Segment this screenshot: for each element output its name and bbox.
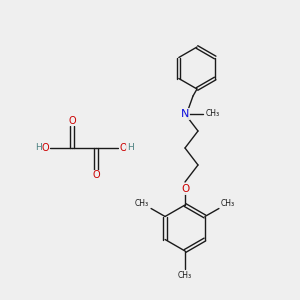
Text: O: O	[119, 143, 127, 153]
Text: CH₃: CH₃	[206, 109, 220, 118]
Text: CH₃: CH₃	[135, 199, 149, 208]
Text: O: O	[68, 116, 76, 126]
Text: H: H	[34, 142, 41, 152]
Text: O: O	[181, 184, 189, 194]
Text: O: O	[41, 143, 49, 153]
Text: O: O	[92, 170, 100, 180]
Text: N: N	[181, 109, 189, 119]
Text: H: H	[127, 142, 134, 152]
Text: CH₃: CH₃	[178, 271, 192, 280]
Text: CH₃: CH₃	[221, 199, 235, 208]
